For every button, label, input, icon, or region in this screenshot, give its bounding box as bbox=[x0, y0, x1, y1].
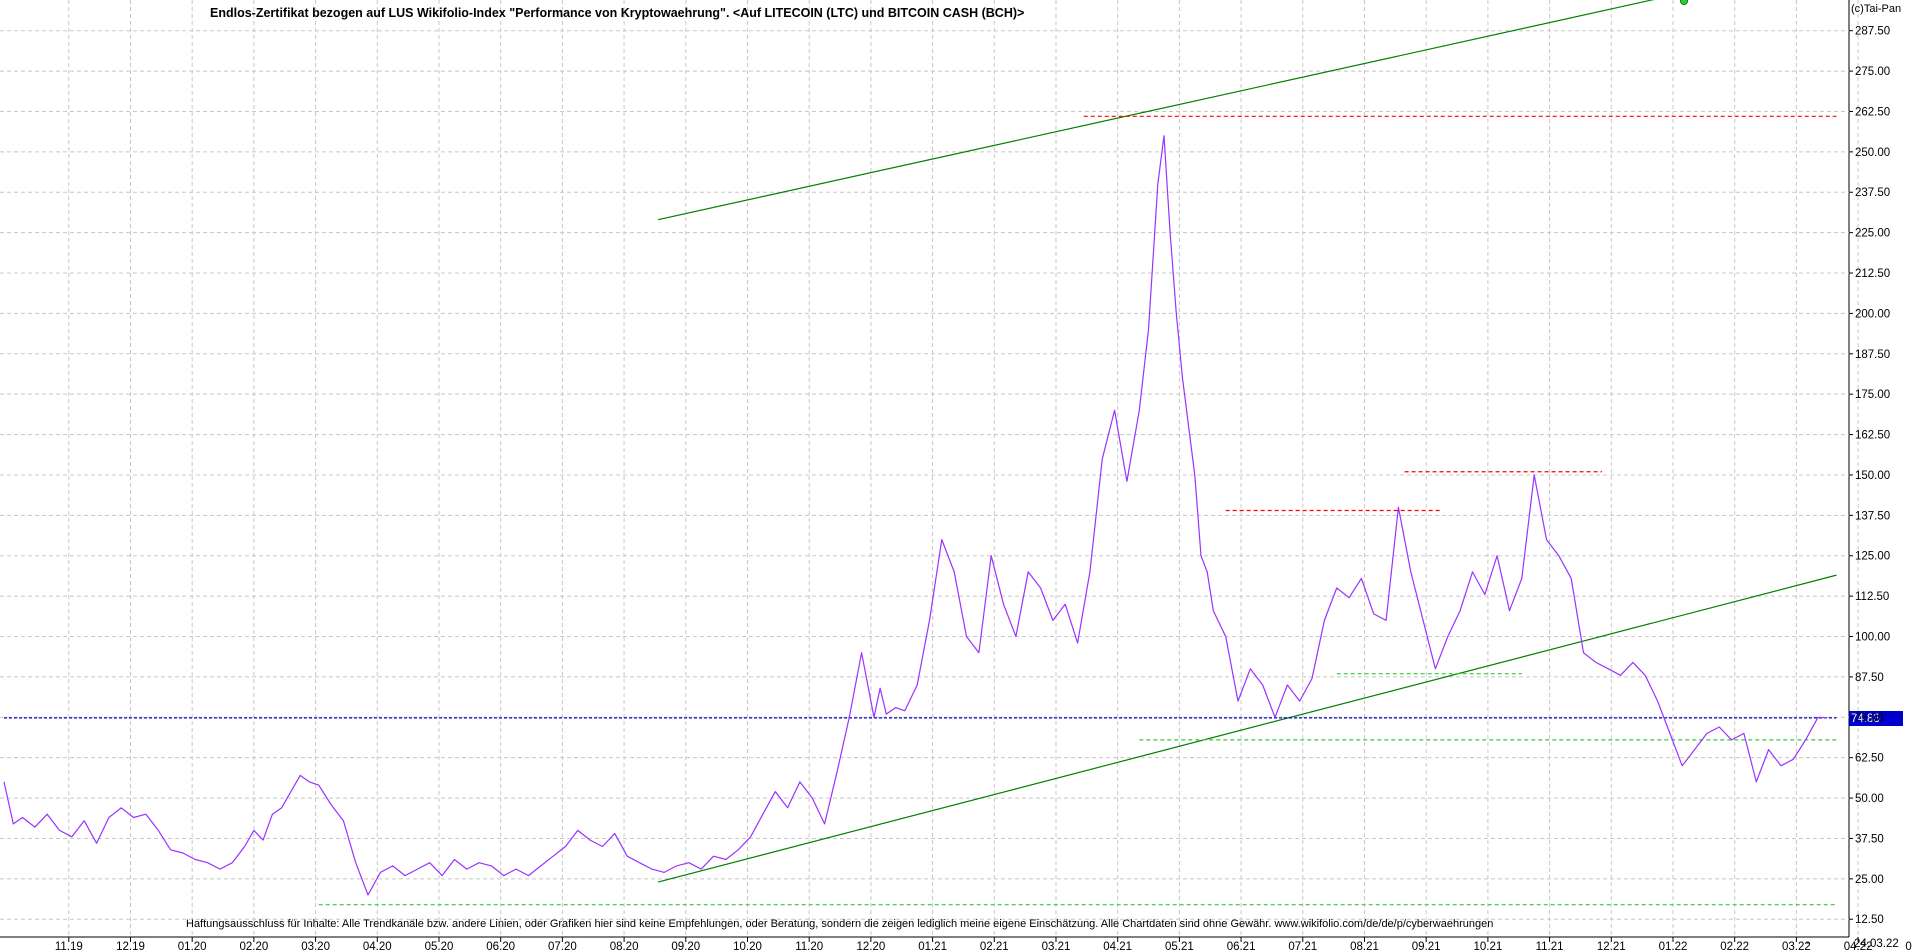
x-tick-label: 05.21 bbox=[1165, 941, 1194, 952]
y-tick-label: 162.50 bbox=[1855, 430, 1890, 442]
x-tick-label: 10.21 bbox=[1473, 941, 1502, 952]
y-axis: 12.50 25.00 37.50 50.00 62.50 75.00 87.50 100.0… bbox=[1849, 26, 1890, 926]
reference-lines bbox=[4, 0, 1837, 906]
x-tick-label: 12.21 bbox=[1597, 941, 1626, 952]
x-tick-label: 12.19 bbox=[116, 941, 145, 952]
x-tick-label: 04.22 bbox=[1844, 941, 1873, 952]
y-tick-label: 250.00 bbox=[1855, 147, 1890, 159]
x-tick-label: 08.21 bbox=[1350, 941, 1379, 952]
x-tick-label: 10.20 bbox=[733, 941, 762, 952]
y-tick-label: 75.00 bbox=[1855, 712, 1884, 724]
last-value-label: 74.83 bbox=[1851, 713, 1880, 725]
x-tick-label: 11.19 bbox=[55, 941, 83, 952]
y-tick-label: 25.00 bbox=[1855, 874, 1884, 886]
y-tick-label: 287.50 bbox=[1855, 26, 1890, 38]
x-tick-label: 02.21 bbox=[980, 941, 1009, 952]
y-tick-label: 50.00 bbox=[1855, 793, 1884, 805]
x-tick-label: 04.21 bbox=[1103, 941, 1132, 952]
x-tick-label: 05.20 bbox=[425, 941, 454, 952]
y-tick-label: 200.00 bbox=[1855, 308, 1890, 320]
x-tick-label: 01.20 bbox=[178, 941, 207, 952]
y-tick-label: 175.00 bbox=[1855, 389, 1890, 401]
x-tick-label: 03.20 bbox=[301, 941, 330, 952]
x-tick-label: 06.21 bbox=[1227, 941, 1256, 952]
y-tick-label: 237.50 bbox=[1855, 187, 1890, 199]
y-tick-label: 275.00 bbox=[1855, 66, 1890, 78]
y-tick-label: 262.50 bbox=[1855, 106, 1890, 118]
y-tick-label: 112.50 bbox=[1855, 591, 1889, 603]
x-tick-label: 06.20 bbox=[486, 941, 515, 952]
x-tick-label: 11.20 bbox=[795, 941, 823, 952]
lower-trend bbox=[657, 574, 1837, 883]
y-tick-label: 212.50 bbox=[1855, 268, 1890, 280]
y-tick-label: 225.00 bbox=[1855, 228, 1890, 240]
x-tick-label: 01.22 bbox=[1659, 941, 1688, 952]
x-tick-label: 09.20 bbox=[671, 941, 700, 952]
y-tick-label: 100.00 bbox=[1855, 632, 1890, 644]
chart-title: Endlos-Zertifikat bezogen auf LUS Wikifo… bbox=[210, 6, 1024, 20]
x-tick-label: 02.20 bbox=[239, 941, 268, 952]
y-tick-label: 150.00 bbox=[1855, 470, 1890, 482]
date-label: 24.03.22 bbox=[1854, 938, 1899, 950]
x-tick-label: 09.21 bbox=[1412, 941, 1441, 952]
price-series bbox=[3, 135, 1828, 896]
y-tick-label: 137.50 bbox=[1855, 510, 1890, 522]
disclaimer: Haftungsausschluss für Inhalte: Alle Tre… bbox=[186, 918, 1493, 930]
y-tick-label: 87.50 bbox=[1855, 672, 1884, 684]
x-tick-label: 03.22 bbox=[1782, 941, 1811, 952]
x-tick-label: 11.21 bbox=[1536, 941, 1564, 952]
y-tick-label: 125.00 bbox=[1855, 551, 1890, 563]
y-tick-label: 12.50 bbox=[1855, 914, 1884, 926]
axis-dash: - bbox=[1806, 937, 1810, 949]
last-value-badge bbox=[1849, 711, 1903, 726]
x-tick-label: 04.20 bbox=[363, 941, 392, 952]
x-tick-label: 07.21 bbox=[1288, 941, 1317, 952]
copyright: (c)Tai-Pan bbox=[1851, 3, 1901, 15]
markers bbox=[1680, 0, 1688, 5]
x-tick-label: 07.20 bbox=[548, 941, 577, 952]
x-tick-label: 03.21 bbox=[1042, 941, 1071, 952]
y-tick-label: 37.50 bbox=[1855, 833, 1884, 845]
y-tick-label: 187.50 bbox=[1855, 349, 1890, 361]
x-tick-label: 08.20 bbox=[610, 941, 639, 952]
x-axis: 11.19 12.19 01.20 02.20 03.20 04.20 05.20 06.20… bbox=[55, 937, 1912, 952]
trend-end-marker bbox=[1680, 0, 1688, 5]
x-tick-label: 01.21 bbox=[918, 941, 947, 952]
upper-trend bbox=[657, 0, 1655, 221]
series-line bbox=[3, 135, 1828, 896]
x-tick-label: 02.22 bbox=[1720, 941, 1749, 952]
x-tick-label: 05.22 bbox=[1905, 941, 1912, 952]
x-tick-label: 12.20 bbox=[856, 941, 885, 952]
y-tick-label: 62.50 bbox=[1855, 753, 1884, 765]
